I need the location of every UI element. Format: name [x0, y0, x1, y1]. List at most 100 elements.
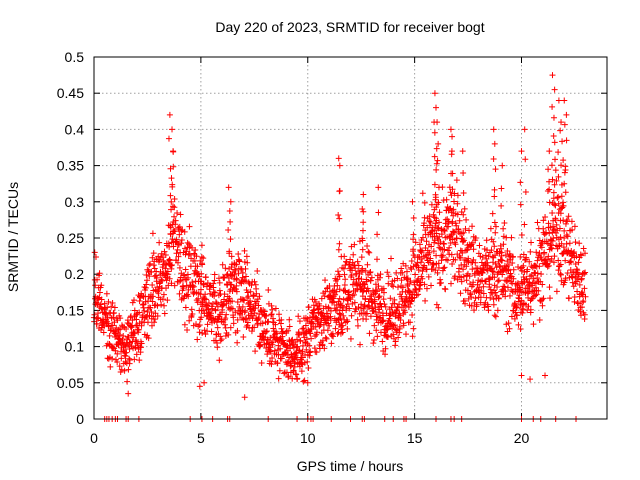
spike-point [549, 200, 556, 207]
data-point [573, 253, 580, 260]
data-point [492, 223, 499, 230]
data-point [168, 265, 175, 272]
data-point [407, 264, 414, 271]
data-point [122, 358, 129, 365]
spike-point [410, 246, 417, 253]
spike-point [336, 215, 343, 222]
data-point [338, 326, 345, 333]
data-point [354, 322, 361, 329]
data-point [174, 246, 181, 253]
spike-point [410, 214, 417, 221]
data-point [512, 300, 519, 307]
data-point [339, 329, 346, 336]
data-point [426, 249, 433, 256]
axis-ticks: 0 0.05 0.1 0.15 0.2 0.25 0.3 0.35 0.4 0.45 0.5 0 5 10… [57, 49, 607, 446]
data-point [148, 322, 155, 329]
data-point [149, 230, 156, 237]
data-point [214, 303, 221, 310]
data-point [275, 342, 282, 349]
data-point [453, 222, 460, 229]
data-point [171, 195, 178, 202]
spike-point [558, 162, 565, 169]
data-point [383, 310, 390, 317]
spike-point [557, 210, 564, 217]
data-point [392, 338, 399, 345]
data-point [256, 342, 263, 349]
spike-point [200, 255, 207, 262]
data-point [364, 310, 371, 317]
data-point [550, 235, 557, 242]
data-point [507, 270, 514, 277]
data-point [146, 273, 153, 280]
data-point [115, 326, 122, 333]
data-point [403, 331, 409, 338]
data-point [244, 259, 251, 266]
data-point [392, 326, 399, 333]
data-point [222, 324, 229, 331]
data-point [452, 241, 459, 248]
data-point [147, 260, 154, 267]
data-point [305, 326, 312, 333]
spike-point [563, 111, 570, 118]
spike-point [491, 219, 498, 226]
spike-point [549, 72, 556, 79]
data-point [475, 250, 482, 257]
data-point [553, 221, 560, 228]
data-point [394, 275, 401, 282]
data-point [294, 343, 301, 350]
data-point [133, 316, 140, 323]
data-point [308, 335, 315, 342]
data-point [540, 295, 547, 302]
spike-point [517, 179, 524, 186]
data-point [254, 268, 261, 275]
data-point [347, 296, 354, 303]
y-tick-label: 0.4 [65, 121, 85, 137]
spike-point [490, 156, 497, 163]
data-point [182, 251, 189, 258]
data-point [123, 326, 130, 333]
spike-point [359, 206, 366, 213]
data-point [347, 264, 354, 271]
data-point [489, 268, 496, 275]
data-point [528, 288, 535, 295]
data-point [415, 291, 422, 298]
data-point [573, 266, 580, 273]
spike-point [449, 133, 456, 140]
data-point [419, 234, 426, 241]
data-point [410, 325, 417, 332]
data-point [230, 320, 237, 327]
data-point [355, 262, 362, 269]
data-point [303, 336, 310, 343]
data-point [392, 322, 399, 329]
data-point [119, 323, 126, 330]
data-point [532, 292, 539, 299]
spike-point [360, 219, 367, 226]
data-point [217, 337, 224, 344]
spike-point [434, 157, 441, 164]
data-point [472, 295, 479, 302]
data-point [434, 269, 441, 276]
data-point [545, 253, 552, 260]
data-point [339, 322, 346, 329]
data-point [242, 307, 249, 314]
data-point [332, 291, 339, 298]
data-point [428, 201, 435, 208]
spike-point [169, 126, 176, 133]
data-point [221, 321, 228, 328]
data-point [330, 299, 337, 306]
data-point [305, 365, 312, 372]
data-point [181, 272, 188, 279]
low-outlier-point [201, 379, 208, 386]
data-point [436, 233, 443, 240]
data-point [183, 248, 190, 255]
data-point [406, 280, 413, 287]
spike-point [434, 119, 441, 126]
data-point [416, 241, 423, 248]
data-point [569, 226, 576, 233]
spike-point [522, 188, 529, 195]
data-point [196, 322, 203, 329]
data-point [355, 275, 362, 282]
data-point [305, 304, 312, 311]
low-outlier-point [125, 390, 132, 397]
data-point [438, 231, 445, 238]
